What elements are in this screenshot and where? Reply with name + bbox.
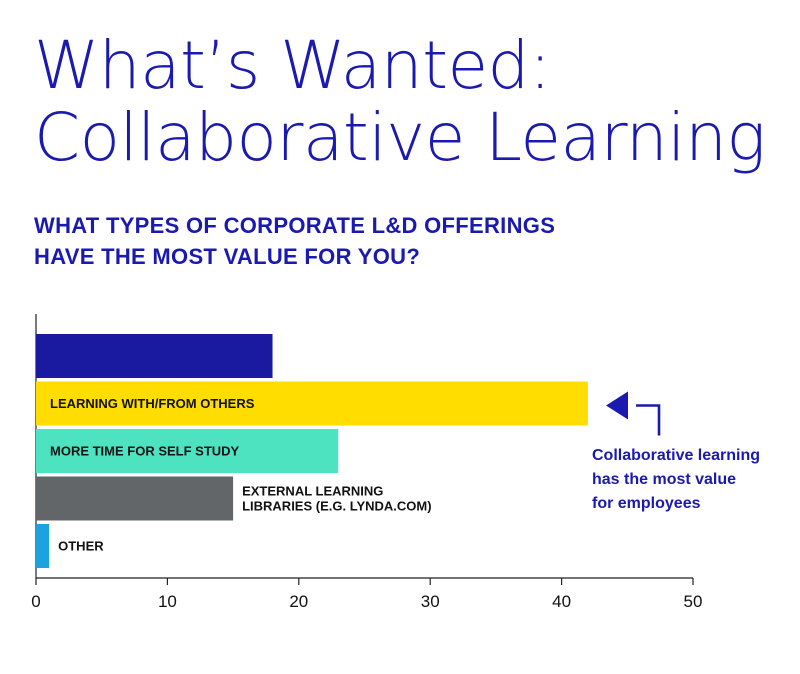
x-tick-label: 30 (421, 592, 440, 611)
x-tick-label: 40 (552, 592, 571, 611)
callout-line-2: has the most value (592, 471, 737, 488)
bar (36, 334, 273, 378)
bar (36, 476, 234, 521)
question-line-2: HAVE THE MOST VALUE FOR YOU? (34, 244, 421, 269)
x-tick-label: 10 (158, 592, 177, 611)
question-line-1: WHAT TYPES OF CORPORATE L&D OFFERINGS (34, 213, 556, 238)
bar-label: EXTERNAL LEARNING (242, 484, 383, 499)
bar-label: LEARNING WITH/FROM OTHERS (50, 396, 255, 411)
bar-label: 1:1 COACHING (282, 349, 375, 364)
page-title: What’s Wanted: Collaborative Learning (34, 30, 774, 174)
callout-line-3: for employees (592, 495, 701, 512)
title-line-1: What’s Wanted: (34, 27, 551, 104)
callout-arrow-head (606, 391, 628, 420)
x-tick-label: 0 (31, 592, 40, 611)
bar (36, 381, 588, 426)
callout-line-1: Collaborative learning (592, 447, 761, 464)
bar-chart: 0 10 20 30 40 50 1:1 COACHING LEARNING WITH/FRO… (31, 314, 703, 611)
bar-label: LIBRARIES (E.G. LYNDA.COM) (242, 499, 431, 514)
callout-arrow-line (636, 404, 661, 436)
x-tick-label: 50 (684, 592, 703, 611)
bar (36, 429, 339, 473)
callout-annotation: Collaborative learning has the most valu… (592, 444, 797, 516)
bar-label: OTHER (58, 539, 104, 554)
bar (36, 524, 50, 568)
chart-question: WHAT TYPES OF CORPORATE L&D OFFERINGS HA… (34, 210, 654, 272)
bar-label: MORE TIME FOR SELF STUDY (50, 444, 240, 459)
title-line-2: Collaborative Learning (34, 99, 766, 176)
x-tick-label: 20 (289, 592, 308, 611)
